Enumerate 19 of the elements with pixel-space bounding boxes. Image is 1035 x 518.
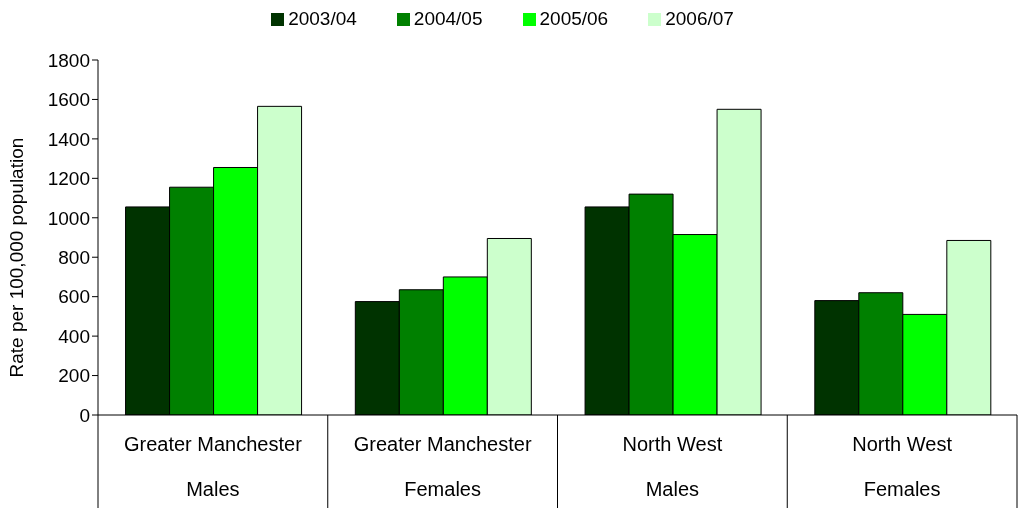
y-tick-label: 600: [58, 286, 90, 308]
y-tick-label: 1600: [47, 89, 90, 111]
legend-label: 2005/06: [539, 8, 609, 29]
legend-label: 2006/07: [665, 8, 734, 29]
x-tick-label: North West Females: [852, 433, 953, 500]
y-tick-label: 0: [79, 404, 90, 426]
y-tick-label: 800: [58, 246, 90, 268]
x-tick-label: North West Males: [622, 433, 723, 500]
x-tick-label: Greater Manchester Females: [353, 433, 532, 500]
y-tick-label: 400: [58, 325, 90, 347]
y-axis-title: Rate per 100,000 population: [5, 137, 27, 378]
y-tick-label: 1800: [47, 49, 90, 71]
legend-label: 2004/05: [413, 8, 483, 29]
y-tick-label: 1400: [47, 128, 90, 150]
legend-label: 2003/04: [288, 8, 357, 29]
x-tick-label: Greater Manchester Males: [123, 433, 303, 500]
y-tick-label: 1200: [47, 168, 90, 190]
y-tick-label: 200: [58, 365, 90, 387]
y-tick-label: 1000: [47, 207, 90, 229]
